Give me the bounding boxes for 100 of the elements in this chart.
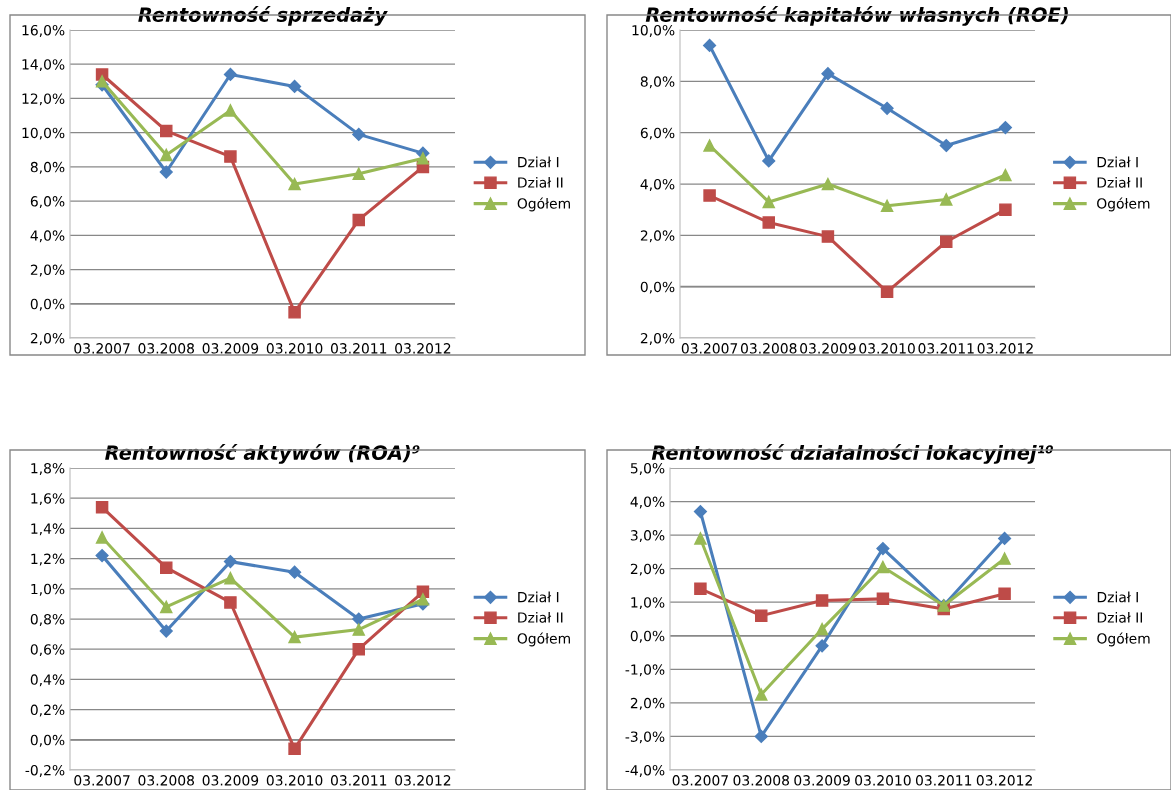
legend-label: Ogółem bbox=[1097, 197, 1150, 212]
point bbox=[159, 561, 173, 574]
point bbox=[754, 729, 768, 744]
point bbox=[880, 285, 894, 299]
point bbox=[821, 177, 835, 191]
point bbox=[703, 189, 716, 202]
legend-label: Dział I bbox=[518, 156, 559, 168]
x-tick-label: 03.2010 bbox=[266, 775, 323, 786]
x-tick-label: 03.2012 bbox=[395, 775, 451, 786]
point bbox=[762, 216, 776, 229]
y-tick-label: 16,0% bbox=[22, 24, 65, 37]
chart-title: Rentowność działalności lokacyjnej¹⁰ bbox=[651, 444, 1053, 464]
point bbox=[754, 609, 768, 622]
point bbox=[821, 230, 835, 243]
y-tick-label: 2,0% bbox=[630, 697, 665, 710]
y-tick-label: 14,0% bbox=[22, 59, 65, 72]
point bbox=[876, 592, 890, 606]
y-tick-label: -3,0% bbox=[625, 731, 665, 744]
legend-label: Dział II bbox=[518, 612, 563, 623]
y-tick-label: 1,0% bbox=[31, 583, 65, 596]
y-tick-label: 6,0% bbox=[30, 196, 65, 208]
x-tick-label: 03.2007 bbox=[681, 343, 738, 354]
point bbox=[998, 120, 1013, 135]
y-tick-label: 2,0% bbox=[30, 264, 65, 277]
point bbox=[694, 532, 707, 545]
point bbox=[159, 148, 173, 162]
y-tick-label: 1,2% bbox=[31, 553, 65, 566]
legend-label: Dział I bbox=[1097, 591, 1138, 603]
y-tick-label: 4,0% bbox=[640, 178, 675, 191]
x-tick-label: 03.2011 bbox=[918, 343, 974, 354]
chart-title: Rentowność sprzedaży bbox=[138, 6, 388, 26]
x-tick-label: 03.2012 bbox=[977, 343, 1033, 354]
chart-title: Rentowność aktywów (ROA)⁹ bbox=[105, 444, 420, 464]
point bbox=[159, 165, 173, 179]
y-tick-label: 6,0% bbox=[640, 127, 675, 140]
point bbox=[999, 203, 1012, 216]
point bbox=[762, 195, 776, 209]
y-tick-label: 1,8% bbox=[31, 462, 65, 475]
point bbox=[939, 235, 953, 249]
y-tick-label: 5,0% bbox=[630, 462, 665, 475]
x-tick-label: 03.2009 bbox=[202, 775, 259, 786]
point bbox=[815, 594, 829, 607]
x-tick-label: 03.2008 bbox=[138, 343, 195, 354]
chart-title: Rentowność kapitałów własnych (ROE) bbox=[645, 6, 1068, 26]
point bbox=[352, 213, 366, 227]
legend-label: Ogółem bbox=[517, 197, 570, 212]
x-tick-label: 03.2009 bbox=[800, 343, 856, 354]
x-tick-label: 03.2007 bbox=[672, 775, 728, 786]
legend-label: Dział II bbox=[1097, 177, 1142, 188]
legend-label: Dział II bbox=[1097, 612, 1143, 623]
point bbox=[693, 505, 708, 519]
point bbox=[223, 67, 238, 82]
point bbox=[288, 630, 301, 644]
y-tick-label: 0,0% bbox=[30, 298, 65, 311]
y-tick-label: 4,0% bbox=[30, 230, 65, 243]
point bbox=[998, 587, 1011, 601]
legend-label: Ogółem bbox=[517, 632, 570, 647]
y-tick-label: -0,2% bbox=[25, 764, 65, 777]
point bbox=[95, 548, 109, 563]
point bbox=[939, 193, 953, 206]
x-tick-label: 03.2007 bbox=[74, 775, 130, 786]
x-tick-label: 03.2010 bbox=[859, 343, 915, 354]
point bbox=[95, 501, 109, 514]
point bbox=[939, 138, 953, 153]
y-tick-label: 2,0% bbox=[640, 332, 675, 345]
y-tick-label: 10,0% bbox=[22, 127, 65, 140]
point bbox=[352, 612, 366, 626]
y-tick-label: 8,0% bbox=[30, 161, 65, 174]
point bbox=[694, 582, 707, 596]
point bbox=[876, 560, 890, 574]
y-tick-label: 2,0% bbox=[30, 332, 65, 345]
y-tick-label: 0,0% bbox=[30, 734, 65, 747]
point bbox=[352, 167, 366, 180]
point bbox=[762, 154, 776, 168]
legend-label: Dział II bbox=[518, 177, 563, 188]
y-tick-label: 1,0% bbox=[631, 597, 665, 610]
point bbox=[754, 688, 768, 701]
x-tick-label: 03.2008 bbox=[733, 775, 790, 786]
x-tick-label: 03.2010 bbox=[855, 775, 911, 786]
y-tick-label: 0,2% bbox=[30, 704, 65, 717]
x-tick-label: 03.2007 bbox=[74, 343, 130, 354]
y-tick-label: 3,0% bbox=[630, 530, 665, 542]
point bbox=[95, 531, 109, 544]
point bbox=[352, 127, 366, 141]
y-tick-label: 10,0% bbox=[632, 24, 675, 37]
y-tick-label: -4,0% bbox=[625, 764, 665, 777]
point bbox=[880, 199, 894, 213]
point bbox=[352, 623, 366, 636]
point bbox=[997, 531, 1012, 546]
y-tick-label: -1,0% bbox=[625, 664, 665, 677]
point bbox=[287, 565, 302, 579]
y-tick-label: 1,4% bbox=[31, 523, 65, 536]
y-tick-label: 0,8% bbox=[30, 613, 65, 626]
point bbox=[224, 571, 237, 585]
point bbox=[159, 624, 173, 638]
point bbox=[876, 541, 890, 556]
point bbox=[703, 139, 716, 152]
point bbox=[416, 593, 430, 606]
point bbox=[224, 596, 237, 609]
y-tick-label: 0,0% bbox=[630, 630, 665, 643]
